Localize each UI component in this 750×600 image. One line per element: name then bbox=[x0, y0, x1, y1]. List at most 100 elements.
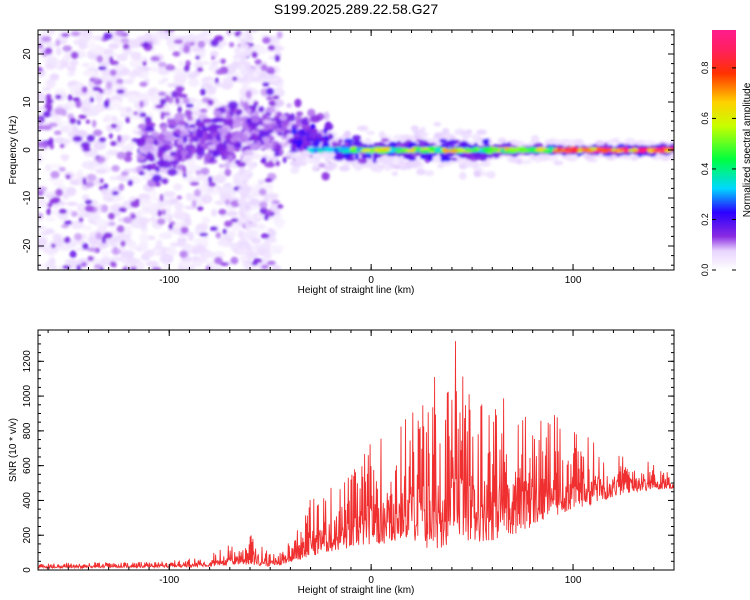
spectrogram-blob bbox=[295, 119, 302, 129]
spectrogram-blob bbox=[242, 263, 248, 268]
spectrogram-blob bbox=[76, 264, 82, 270]
spectrogram-blob bbox=[632, 147, 638, 152]
spectrogram-blob bbox=[259, 201, 268, 209]
spectrogram-blob bbox=[176, 195, 183, 200]
y-tick-label: 0 bbox=[22, 147, 33, 153]
spectrogram-blob bbox=[235, 76, 245, 83]
spectrogram-blob bbox=[272, 264, 281, 270]
spectrogram-blob bbox=[103, 183, 109, 190]
spectrogram-blob bbox=[191, 47, 205, 52]
spectrogram-blob bbox=[312, 142, 317, 147]
spectrogram-blob bbox=[195, 170, 202, 176]
spectrogram-blob bbox=[116, 53, 128, 62]
spectrogram-blob bbox=[65, 186, 77, 197]
spectrogram-blob bbox=[273, 127, 283, 133]
spectrogram-blob bbox=[130, 266, 137, 270]
spectrogram-blob bbox=[457, 147, 465, 153]
spectrogram-blob bbox=[130, 213, 137, 220]
spectrogram-blob bbox=[240, 31, 247, 39]
spectrogram-blob bbox=[110, 123, 118, 129]
spectrogram-blob bbox=[38, 153, 43, 163]
spectrogram-blob bbox=[202, 177, 209, 185]
spectrogram-blob bbox=[220, 185, 235, 195]
spectrogram-blob bbox=[65, 174, 71, 180]
spectrogram-blob bbox=[194, 200, 203, 206]
spectrogram-blob bbox=[91, 77, 100, 83]
spectrogram-blob bbox=[44, 262, 53, 270]
spectrogram-blob bbox=[316, 148, 325, 154]
spectrogram-blob bbox=[244, 51, 251, 57]
spectrogram-blob bbox=[164, 135, 176, 142]
spectrogram-blob bbox=[340, 149, 349, 154]
spectrogram-blob bbox=[321, 138, 326, 144]
spectrogram-blob bbox=[45, 93, 52, 101]
snr-ylabel: SNR (10 * v/v) bbox=[8, 418, 19, 482]
spectrogram-blob bbox=[182, 261, 189, 269]
spectrogram-blob bbox=[302, 141, 312, 146]
spectrogram-blob bbox=[307, 148, 315, 153]
spectrogram-blob bbox=[156, 218, 166, 225]
spectrogram-blob bbox=[257, 179, 266, 185]
spectrogram-blob bbox=[89, 211, 101, 222]
spectrogram-blob bbox=[544, 139, 554, 146]
spectrogram-blob bbox=[210, 208, 218, 217]
spectrogram-blob bbox=[236, 110, 242, 116]
spectrogram-blob bbox=[207, 124, 218, 133]
spectrogram-blob bbox=[101, 204, 109, 213]
spectrogram-blob bbox=[286, 103, 292, 108]
spectrogram-blob bbox=[230, 256, 239, 265]
spectrogram-blob bbox=[173, 39, 184, 45]
spectrogram-blob bbox=[324, 161, 331, 167]
spectrogram-blob bbox=[154, 104, 165, 109]
spectrogram-blob bbox=[82, 177, 87, 186]
spectrogram-blob bbox=[84, 199, 93, 205]
spectrogram-blob bbox=[194, 122, 206, 127]
spectrogram-blob bbox=[142, 202, 153, 208]
spectrogram-blob bbox=[267, 227, 275, 234]
y-tick-label: 600 bbox=[22, 457, 33, 474]
spectrogram-blob bbox=[321, 171, 330, 181]
spectrogram-blob bbox=[247, 230, 253, 238]
y-tick-label: 10 bbox=[22, 96, 33, 108]
spectrogram-blob bbox=[84, 204, 94, 213]
spectrogram-blob bbox=[47, 202, 53, 208]
spectrogram-blob bbox=[448, 149, 459, 154]
spectrogram-blob bbox=[161, 77, 169, 82]
spectrogram-blob bbox=[227, 230, 236, 239]
spectrogram-blob bbox=[148, 165, 154, 170]
spectrogram-blob bbox=[370, 164, 377, 172]
spectrogram-blob bbox=[186, 158, 197, 167]
spectrogram-blob bbox=[290, 166, 300, 175]
spectrogram-blob bbox=[93, 140, 107, 151]
spectrogram-blob bbox=[623, 148, 629, 153]
spectrogram-blob bbox=[101, 48, 114, 55]
colorbar-ticks: 0.0 0.2 0.4 0.6 0.8 bbox=[700, 62, 736, 276]
spectrogram-blob bbox=[155, 239, 163, 250]
spectrogram-blob bbox=[448, 139, 458, 146]
spectrogram-blob bbox=[179, 250, 188, 259]
y-tick-label: 0 bbox=[22, 567, 33, 573]
spectrogram-blob bbox=[168, 160, 180, 165]
spectrogram-blob bbox=[159, 193, 164, 202]
spectrogram-blob bbox=[294, 98, 302, 108]
spectrogram-blob bbox=[227, 154, 234, 164]
snr-series bbox=[38, 341, 674, 570]
spectrogram-blob bbox=[548, 154, 559, 162]
spectrogram-blob bbox=[289, 113, 296, 122]
spectrogram-blob bbox=[210, 60, 219, 66]
spectrogram-blob bbox=[49, 143, 55, 150]
spectrogram-blob bbox=[409, 159, 421, 168]
spectrogram-blob bbox=[95, 93, 103, 103]
spectrogram-blob bbox=[51, 209, 59, 216]
spectrogram-blob bbox=[200, 83, 213, 88]
spectrogram-blob bbox=[517, 147, 527, 153]
spectrogram-blob bbox=[196, 127, 201, 135]
spectrogram-blob bbox=[251, 261, 259, 266]
spectrogram-blob bbox=[442, 127, 450, 135]
spectrogram-blob bbox=[151, 266, 162, 270]
y-tick-label: 400 bbox=[22, 492, 33, 509]
spectrogram-blob bbox=[55, 39, 61, 47]
spectrogram-blob bbox=[461, 131, 472, 139]
spectrogram-blob bbox=[66, 201, 78, 207]
